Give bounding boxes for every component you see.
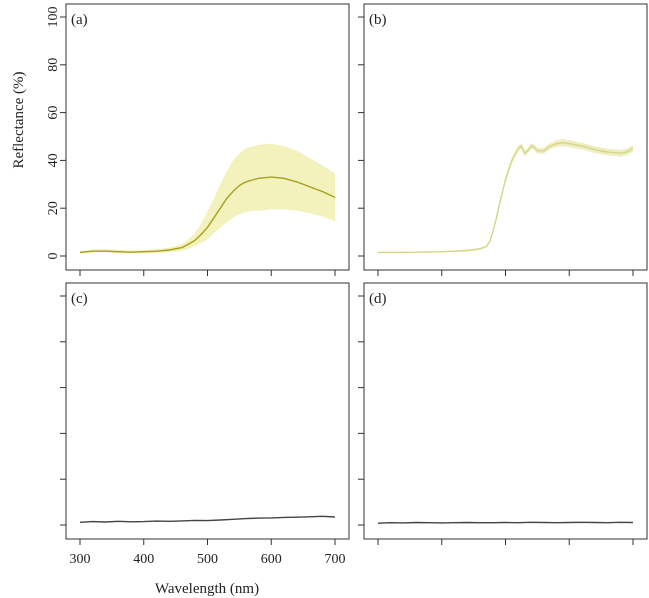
series-line [79,515,336,523]
panel-label: (b) [369,12,387,28]
panel-4: (d) [358,282,648,545]
confidence-band [378,138,633,254]
x-tick-label: 400 [133,552,154,567]
panel-3: 300 400 500 600 700 (c) [60,282,350,567]
panel-label: (a) [71,12,88,28]
y-tick-label: 60 [46,106,61,120]
series-line [377,521,634,524]
y-tick-label: 40 [46,153,61,167]
y-tick-label: 100 [46,7,61,28]
series-line [79,176,336,254]
x-tick-label: 600 [261,552,282,567]
panel-frame [363,282,648,540]
y-tick-label: 20 [46,201,61,215]
y-axis-title: Reflectance (%) [11,71,27,168]
y-tick-label: 80 [46,58,61,72]
panel-frame [65,282,350,540]
y-tick-label: 0 [46,253,61,260]
panel-label: (c) [71,291,88,307]
panel-1: 0 20 40 60 80 100 (a) [46,3,350,276]
x-tick-label: 700 [325,552,346,567]
x-tick-label: 500 [197,552,218,567]
x-axis-title: Wavelength (nm) [155,581,259,597]
panel-frame [363,3,648,271]
confidence-band [80,143,335,254]
panel-2: (b) [358,3,648,276]
panel-label: (d) [369,291,387,307]
x-tick-label: 300 [70,552,91,567]
series-line [378,141,634,254]
